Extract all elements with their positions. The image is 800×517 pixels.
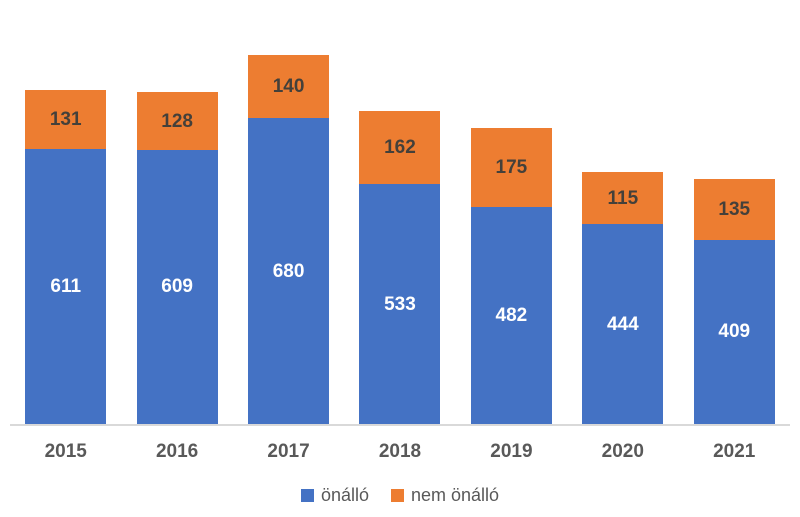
x-axis-label: 2020 <box>567 441 678 463</box>
data-label: 482 <box>495 305 528 327</box>
x-axis-label-text: 2016 <box>155 441 199 462</box>
bar-slot-2020: 115 444 <box>567 19 678 424</box>
bars-container: 131 611 128 609 140 680 162 533 175 482 115 444 135 4… <box>10 19 790 424</box>
bar-slot-2017: 140 680 <box>233 19 344 424</box>
x-axis-label-text: 2019 <box>490 441 533 462</box>
stacked-bar-2020: 115 444 <box>582 172 664 424</box>
x-axis: 2015 2016 2017 2018 2019 2020 2021 <box>10 441 790 463</box>
data-label: 162 <box>384 137 416 159</box>
data-label: 128 <box>161 110 193 132</box>
bar-slot-2015: 131 611 <box>10 19 121 424</box>
legend-label: önálló <box>320 485 369 505</box>
legend-item: önálló <box>300 485 369 505</box>
x-axis-label-text: 2015 <box>44 441 87 462</box>
bar-segment: 482 <box>470 207 552 424</box>
legend-item: nem önálló <box>390 485 500 505</box>
data-label: 609 <box>161 276 193 298</box>
bar-segment: 135 <box>693 179 775 240</box>
bar-segment: 609 <box>136 149 218 424</box>
bar-segment: 409 <box>693 239 775 424</box>
x-axis-label-text: 2017 <box>267 441 310 462</box>
legend: önálló nem önálló <box>0 485 800 505</box>
x-axis-label: 2019 <box>456 441 567 463</box>
data-label: 409 <box>718 321 751 343</box>
x-axis-label: 2017 <box>233 441 344 463</box>
data-label: 135 <box>718 199 751 221</box>
bar-segment: 175 <box>470 128 552 208</box>
bar-slot-2019: 175 482 <box>456 19 567 424</box>
stacked-bar-2019: 175 482 <box>470 128 552 424</box>
x-axis-label-text: 2018 <box>378 441 422 462</box>
bar-segment: 115 <box>582 172 664 225</box>
x-axis-label: 2018 <box>344 441 455 463</box>
x-axis-label: 2021 <box>679 441 790 463</box>
bar-slot-2021: 135 409 <box>679 19 790 424</box>
stacked-bar-2016: 128 609 <box>136 92 218 424</box>
x-axis-label-text: 2021 <box>713 441 756 462</box>
bar-segment: 162 <box>359 111 441 185</box>
stacked-bar-2018: 162 533 <box>359 111 441 424</box>
stacked-bar-2017: 140 680 <box>248 55 330 424</box>
bar-segment: 533 <box>359 184 441 424</box>
bar-segment: 128 <box>136 92 218 150</box>
x-axis-label-text: 2020 <box>601 441 644 462</box>
data-label: 533 <box>384 293 416 315</box>
bar-segment: 140 <box>248 55 330 118</box>
data-label: 175 <box>495 157 528 179</box>
legend-label: nem önálló <box>410 485 500 505</box>
data-label: 131 <box>49 109 82 131</box>
data-label: 611 <box>50 276 82 298</box>
legend-swatch-icon <box>300 488 314 502</box>
data-label: 140 <box>272 76 305 97</box>
bar-segment: 131 <box>25 90 107 150</box>
data-label: 680 <box>272 260 305 282</box>
stacked-bar-2015: 131 611 <box>25 90 107 424</box>
stacked-bar-2021: 135 409 <box>693 179 775 424</box>
bar-slot-2018: 162 533 <box>344 19 455 424</box>
legend-swatch-icon <box>390 488 404 502</box>
bar-segment: 680 <box>248 118 330 424</box>
bar-slot-2016: 128 609 <box>121 19 232 424</box>
bar-segment: 444 <box>582 224 664 424</box>
x-axis-label: 2016 <box>121 441 232 463</box>
data-label: 444 <box>606 313 639 335</box>
x-axis-label: 2015 <box>10 441 121 463</box>
plot-area: 131 611 128 609 140 680 162 533 175 482 115 444 135 4… <box>10 19 790 426</box>
data-label: 115 <box>607 187 639 209</box>
bar-segment: 611 <box>25 149 107 424</box>
